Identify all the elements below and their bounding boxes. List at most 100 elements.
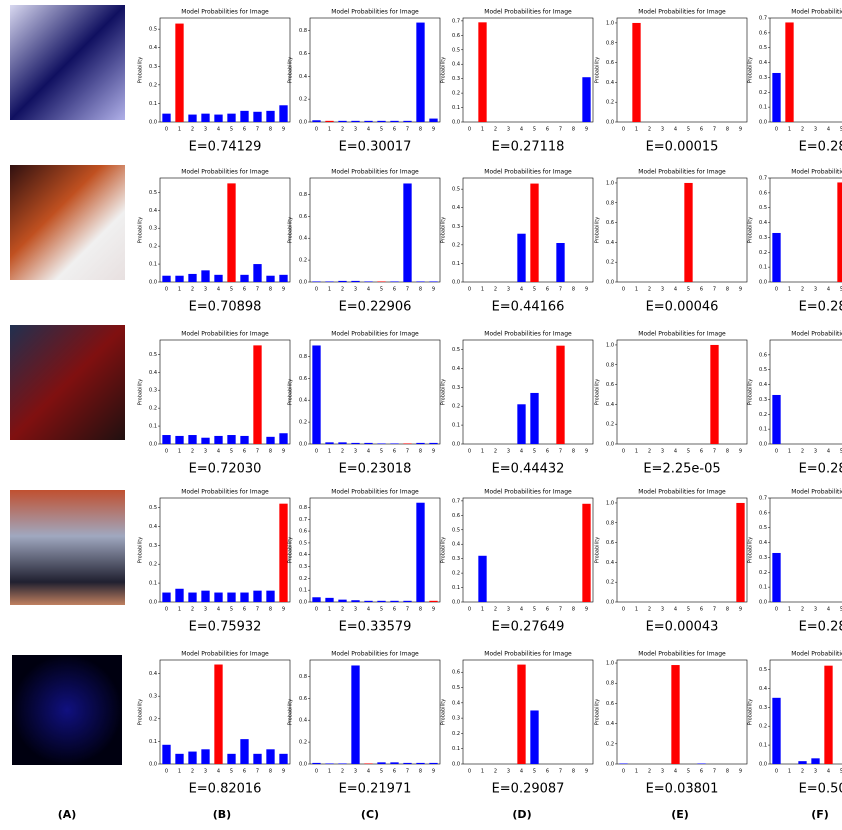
chart-title: Model Probabilities for Image — [181, 489, 269, 496]
y-tick-label: 0.6 — [299, 696, 307, 702]
x-tick-label: 7 — [406, 607, 409, 613]
x-tick-label: 3 — [814, 769, 817, 775]
y-tick-label: 0.0 — [299, 120, 307, 126]
y-tick-label: 0.5 — [149, 190, 157, 196]
y-axis-label: Probability — [748, 379, 754, 405]
x-tick-label: 0 — [165, 287, 168, 293]
x-tick-label: 1 — [328, 449, 331, 455]
bar — [351, 665, 359, 764]
caption: E=0.27118 — [492, 140, 565, 155]
y-axis-label: Probability — [138, 379, 144, 405]
caption: E=0.21971 — [339, 782, 412, 797]
y-tick-label: 0.5 — [452, 187, 460, 193]
y-tick-label: 0.0 — [452, 280, 460, 286]
bar — [403, 763, 411, 764]
y-tick-label: 0.5 — [452, 347, 460, 353]
bar — [403, 443, 411, 444]
bar — [312, 763, 320, 764]
y-tick-label: 0.0 — [149, 280, 157, 286]
x-tick-label: 1 — [481, 127, 484, 133]
y-tick-label: 0.3 — [452, 556, 460, 562]
x-tick-label: 3 — [814, 287, 817, 293]
y-tick-label: 0.2 — [759, 250, 767, 256]
y-tick-label: 0.2 — [149, 716, 157, 722]
y-tick-label: 0.0 — [299, 442, 307, 448]
x-tick-label: 5 — [533, 607, 536, 613]
x-tick-label: 0 — [468, 769, 471, 775]
x-tick-label: 3 — [661, 769, 664, 775]
caption: E=2.25e-05 — [643, 462, 720, 477]
x-tick-label: 4 — [520, 449, 523, 455]
x-tick-label: 6 — [546, 449, 549, 455]
bar — [312, 281, 320, 282]
caption: E=0.03801 — [646, 782, 719, 797]
y-tick-label: 0.2 — [299, 258, 307, 264]
y-tick-label: 0.5 — [452, 527, 460, 533]
bar — [266, 749, 274, 764]
y-tick-label: 0.2 — [452, 242, 460, 248]
bar — [772, 698, 780, 764]
y-tick-label: 0.5 — [452, 47, 460, 53]
x-tick-label: 2 — [191, 607, 194, 613]
x-tick-label: 9 — [282, 769, 285, 775]
bar — [364, 443, 372, 444]
y-tick-label: 0.0 — [452, 600, 460, 606]
x-tick-label: 9 — [282, 449, 285, 455]
x-tick-label: 4 — [520, 127, 523, 133]
chart-title: Model Probabilities for Image — [181, 331, 269, 338]
x-tick-label: 2 — [494, 607, 497, 613]
x-tick-label: 4 — [827, 449, 830, 455]
y-tick-label: 0.8 — [606, 362, 614, 368]
bar — [325, 598, 333, 602]
bar — [390, 121, 398, 122]
bar — [364, 763, 372, 764]
x-tick-label: 7 — [256, 287, 259, 293]
column-label: (F) — [811, 808, 829, 821]
plot-frame — [463, 178, 593, 282]
bar — [517, 665, 525, 764]
x-tick-label: 1 — [178, 449, 181, 455]
x-tick-label: 4 — [827, 607, 830, 613]
y-axis-label: Probability — [595, 217, 601, 243]
x-tick-label: 6 — [393, 449, 396, 455]
x-tick-label: 5 — [230, 449, 233, 455]
x-tick-label: 2 — [801, 449, 804, 455]
x-tick-label: 9 — [432, 287, 435, 293]
chart-title: Model Probabilities for Image — [181, 9, 269, 16]
column-label: (A) — [58, 808, 77, 821]
chart-title: Model Probabilities for Image — [791, 489, 842, 496]
bar — [772, 73, 780, 122]
y-tick-label: 0.6 — [606, 701, 614, 707]
x-tick-label: 0 — [165, 449, 168, 455]
x-tick-label: 3 — [814, 607, 817, 613]
chart-title: Model Probabilities for Image — [181, 169, 269, 176]
y-tick-label: 0.2 — [606, 260, 614, 266]
bar — [478, 556, 486, 602]
bar — [811, 758, 819, 764]
x-tick-label: 4 — [217, 449, 220, 455]
x-tick-label: 2 — [801, 287, 804, 293]
y-tick-label: 0.3 — [452, 224, 460, 230]
x-tick-label: 3 — [661, 607, 664, 613]
bar — [403, 121, 411, 122]
y-tick-label: 0.2 — [299, 576, 307, 582]
x-tick-label: 0 — [165, 127, 168, 133]
plot-frame — [310, 660, 440, 764]
x-tick-label: 0 — [165, 769, 168, 775]
y-axis-label: Probability — [288, 537, 294, 563]
x-tick-label: 3 — [661, 287, 664, 293]
y-tick-label: 0.0 — [452, 120, 460, 126]
y-tick-label: 0.6 — [452, 670, 460, 676]
bar — [227, 183, 235, 282]
y-tick-label: 1.0 — [606, 500, 614, 506]
y-tick-label: 0.1 — [149, 739, 157, 745]
y-tick-label: 0.6 — [606, 540, 614, 546]
x-tick-label: 1 — [635, 449, 638, 455]
y-tick-label: 0.2 — [606, 100, 614, 106]
x-tick-label: 7 — [713, 287, 716, 293]
x-tick-label: 8 — [572, 127, 575, 133]
chart-title: Model Probabilities for Image — [791, 9, 842, 16]
y-tick-label: 0.4 — [759, 686, 767, 692]
y-tick-label: 0.6 — [606, 220, 614, 226]
y-tick-label: 0.8 — [606, 40, 614, 46]
